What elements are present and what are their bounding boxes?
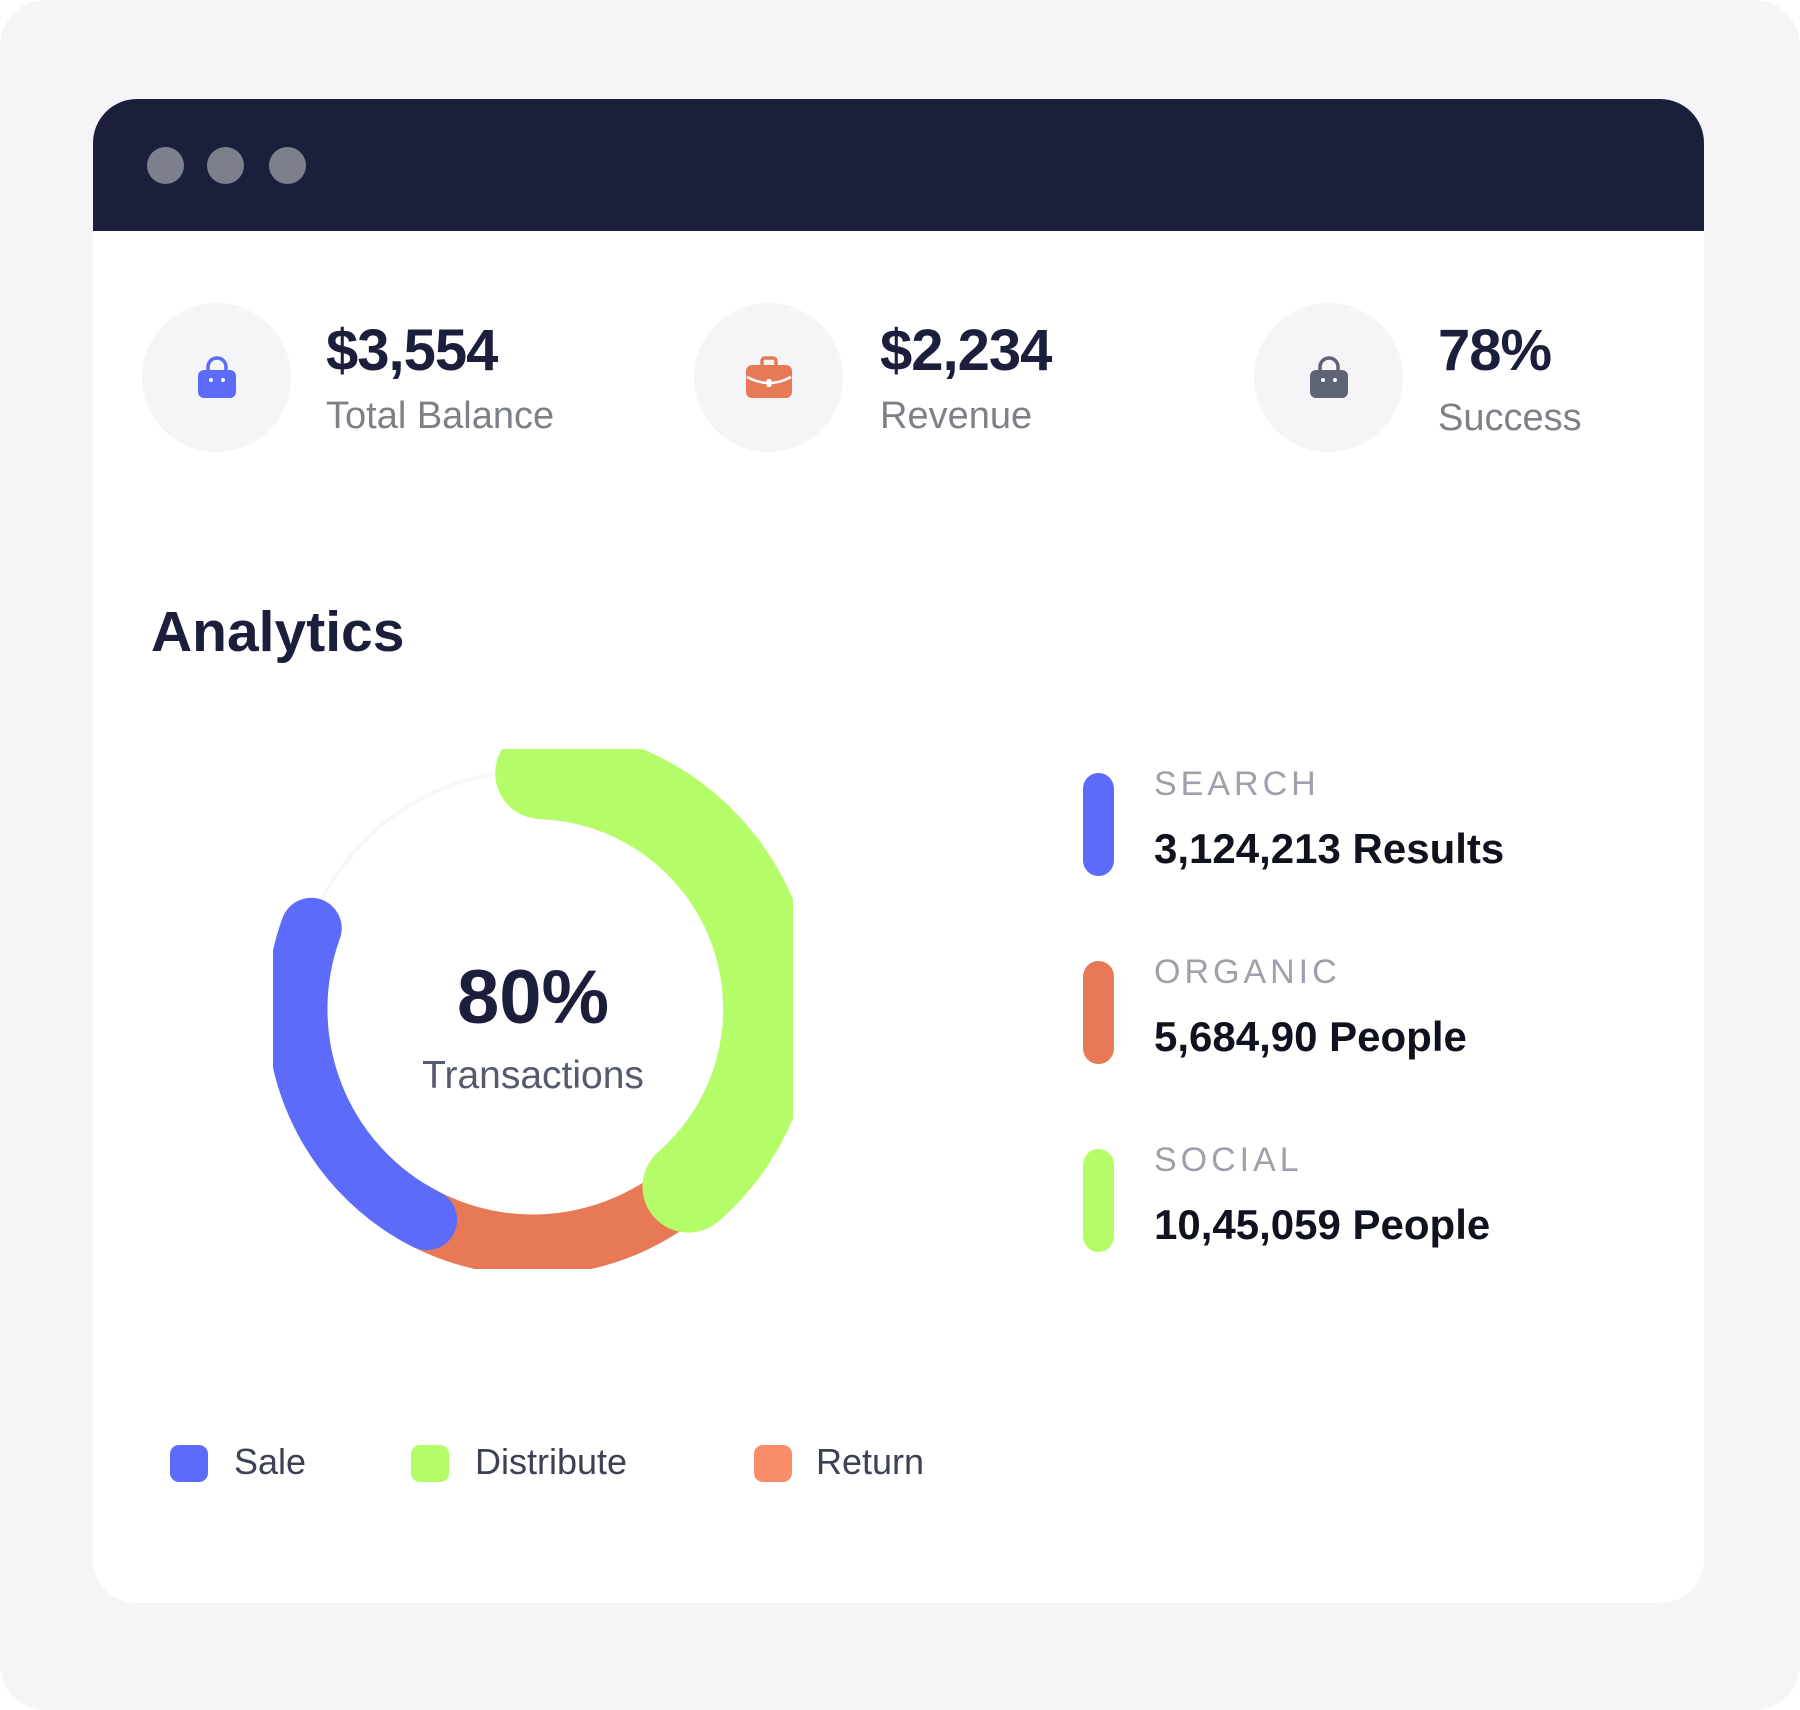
window-minimize-button[interactable] <box>207 147 244 184</box>
segment-distribute <box>495 749 793 1233</box>
total-balance-icon-circle <box>142 303 291 452</box>
legend-return-label: Return <box>816 1441 925 1482</box>
legend-distribute-label: Distribute <box>475 1441 628 1482</box>
search-color-bar <box>1083 773 1114 876</box>
donut-center-label: Transactions <box>422 1054 644 1097</box>
briefcase-icon <box>745 355 792 398</box>
organic-metric-name: ORGANIC <box>1154 953 1341 991</box>
revenue-label: Revenue <box>880 395 1033 437</box>
window-maximize-button[interactable] <box>269 147 306 184</box>
legend-sale-label: Sale <box>234 1441 307 1482</box>
window-titlebar <box>93 99 1704 231</box>
organic-metric-value: 5,684,90 People <box>1154 1013 1467 1060</box>
revenue-icon-circle <box>694 303 843 452</box>
shopping-bag-icon <box>197 355 236 398</box>
donut-center-value: 80% <box>456 955 610 1040</box>
total-balance-value: $3,554 <box>326 318 498 383</box>
social-color-bar <box>1083 1149 1114 1252</box>
window-close-button[interactable] <box>147 147 184 184</box>
donut-chart <box>273 749 793 1269</box>
success-icon-circle <box>1254 303 1403 452</box>
search-metric-value: 3,124,213 Results <box>1154 825 1505 872</box>
social-metric-name: SOCIAL <box>1154 1141 1303 1179</box>
total-balance-label: Total Balance <box>326 395 555 437</box>
success-label: Success <box>1438 397 1582 439</box>
legend-return-swatch <box>754 1445 792 1482</box>
legend-sale-swatch <box>170 1445 208 1482</box>
success-value: 78% <box>1438 318 1552 383</box>
search-metric-name: SEARCH <box>1154 765 1320 803</box>
analytics-title: Analytics <box>151 600 405 664</box>
legend-distribute-swatch <box>411 1445 449 1482</box>
organic-color-bar <box>1083 961 1114 1064</box>
shopping-bag-icon <box>1309 355 1348 398</box>
app-window: $3,554 Total Balance $2,234 Revenue 78% … <box>93 99 1704 1603</box>
social-metric-value: 10,45,059 People <box>1154 1201 1491 1248</box>
revenue-value: $2,234 <box>880 318 1052 383</box>
segment-sale <box>273 897 458 1251</box>
